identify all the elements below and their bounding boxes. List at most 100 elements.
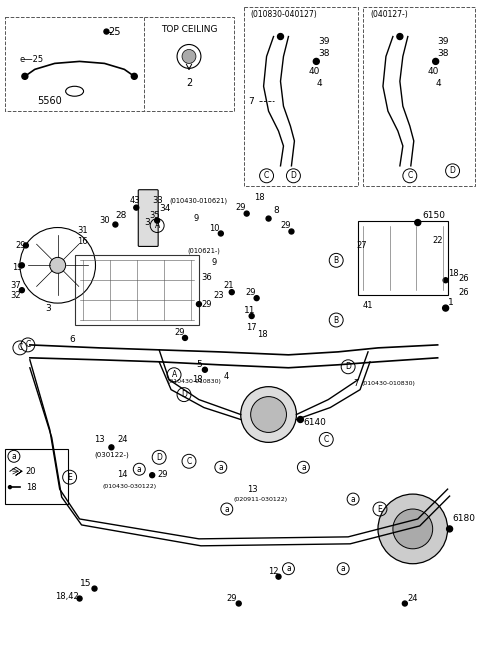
Text: 20: 20 xyxy=(26,467,36,476)
Text: (010430-010830): (010430-010830) xyxy=(167,379,221,384)
Text: (010430-030122): (010430-030122) xyxy=(102,484,156,489)
Text: 4: 4 xyxy=(316,79,322,88)
Text: D: D xyxy=(450,166,456,176)
Text: 29: 29 xyxy=(246,288,256,296)
Text: C: C xyxy=(186,457,192,466)
Text: (010621-): (010621-) xyxy=(187,247,220,254)
Text: 23: 23 xyxy=(214,291,225,300)
Text: 22: 22 xyxy=(432,236,443,245)
Text: 9: 9 xyxy=(212,258,217,267)
Text: E: E xyxy=(378,504,383,514)
Text: 11: 11 xyxy=(244,306,255,315)
Text: 31: 31 xyxy=(78,226,88,235)
Text: 16: 16 xyxy=(78,237,88,246)
Circle shape xyxy=(236,601,241,606)
Text: 7: 7 xyxy=(353,379,359,388)
Circle shape xyxy=(313,58,319,64)
Text: D: D xyxy=(290,172,296,180)
Text: 2: 2 xyxy=(186,78,192,88)
Text: 18: 18 xyxy=(192,375,203,384)
Text: 9: 9 xyxy=(194,214,199,223)
Text: e—25: e—25 xyxy=(20,55,44,64)
Circle shape xyxy=(254,296,259,301)
Text: 4: 4 xyxy=(224,372,229,381)
Text: B: B xyxy=(334,315,339,324)
Circle shape xyxy=(92,586,97,591)
Text: 8: 8 xyxy=(274,206,279,215)
Circle shape xyxy=(402,601,408,606)
Text: (040127-): (040127-) xyxy=(370,10,408,19)
Text: 28: 28 xyxy=(115,211,127,220)
Text: 13: 13 xyxy=(95,435,105,444)
Circle shape xyxy=(104,29,109,34)
Text: 29: 29 xyxy=(201,300,211,309)
Text: C: C xyxy=(17,343,23,352)
Text: E: E xyxy=(67,473,72,482)
Text: 6180: 6180 xyxy=(453,514,476,523)
Text: 29: 29 xyxy=(236,203,246,212)
Text: 13: 13 xyxy=(247,485,257,493)
Circle shape xyxy=(203,367,207,372)
Text: 30: 30 xyxy=(99,216,110,225)
Circle shape xyxy=(415,220,421,226)
Text: 26: 26 xyxy=(458,274,469,283)
Circle shape xyxy=(443,278,448,283)
Text: 32: 32 xyxy=(10,291,21,300)
Text: 29: 29 xyxy=(157,470,168,478)
Text: C: C xyxy=(407,172,412,180)
Text: 18,42: 18,42 xyxy=(55,592,78,601)
Circle shape xyxy=(218,231,223,236)
Text: 24: 24 xyxy=(118,435,128,444)
Text: 43: 43 xyxy=(129,196,140,205)
Text: 4: 4 xyxy=(436,79,441,88)
Text: 24: 24 xyxy=(408,594,419,603)
Circle shape xyxy=(77,596,82,601)
Text: D: D xyxy=(156,453,162,461)
Text: 29: 29 xyxy=(280,221,291,230)
Circle shape xyxy=(244,211,249,216)
Text: 18: 18 xyxy=(257,330,267,339)
Text: 34: 34 xyxy=(159,204,170,213)
Circle shape xyxy=(378,494,448,564)
Text: 6: 6 xyxy=(70,335,75,345)
Circle shape xyxy=(150,473,155,478)
Text: 17: 17 xyxy=(246,324,256,333)
Circle shape xyxy=(266,216,271,221)
Text: 7: 7 xyxy=(249,97,254,106)
Text: 18: 18 xyxy=(253,193,264,202)
Circle shape xyxy=(289,229,294,234)
Circle shape xyxy=(155,218,160,223)
Text: A: A xyxy=(155,221,160,230)
Text: 19: 19 xyxy=(12,263,23,272)
Circle shape xyxy=(251,396,287,432)
Text: 3: 3 xyxy=(144,218,150,227)
Text: 5: 5 xyxy=(196,360,202,369)
Text: 33: 33 xyxy=(152,196,163,205)
Circle shape xyxy=(397,34,403,40)
Text: 21: 21 xyxy=(224,281,234,290)
Text: 5560: 5560 xyxy=(37,96,62,106)
Circle shape xyxy=(50,257,66,273)
Text: a: a xyxy=(12,452,16,461)
Circle shape xyxy=(19,263,24,268)
FancyBboxPatch shape xyxy=(138,190,158,246)
Text: 40: 40 xyxy=(308,67,320,76)
Text: 37: 37 xyxy=(10,281,21,290)
Text: 15: 15 xyxy=(80,579,91,588)
Text: C: C xyxy=(324,435,329,444)
Circle shape xyxy=(9,486,12,489)
Circle shape xyxy=(432,58,439,64)
Circle shape xyxy=(132,73,137,79)
Text: 29: 29 xyxy=(174,328,185,337)
Circle shape xyxy=(182,49,196,64)
Text: B: B xyxy=(334,256,339,265)
Text: C: C xyxy=(264,172,269,180)
Text: 36: 36 xyxy=(201,273,212,281)
Text: 6140: 6140 xyxy=(303,418,326,427)
Text: a: a xyxy=(341,564,346,573)
Text: a: a xyxy=(351,495,356,504)
Text: 12: 12 xyxy=(269,567,279,576)
Text: 38: 38 xyxy=(318,49,330,58)
Text: 39: 39 xyxy=(438,37,449,46)
Text: a: a xyxy=(218,463,223,472)
